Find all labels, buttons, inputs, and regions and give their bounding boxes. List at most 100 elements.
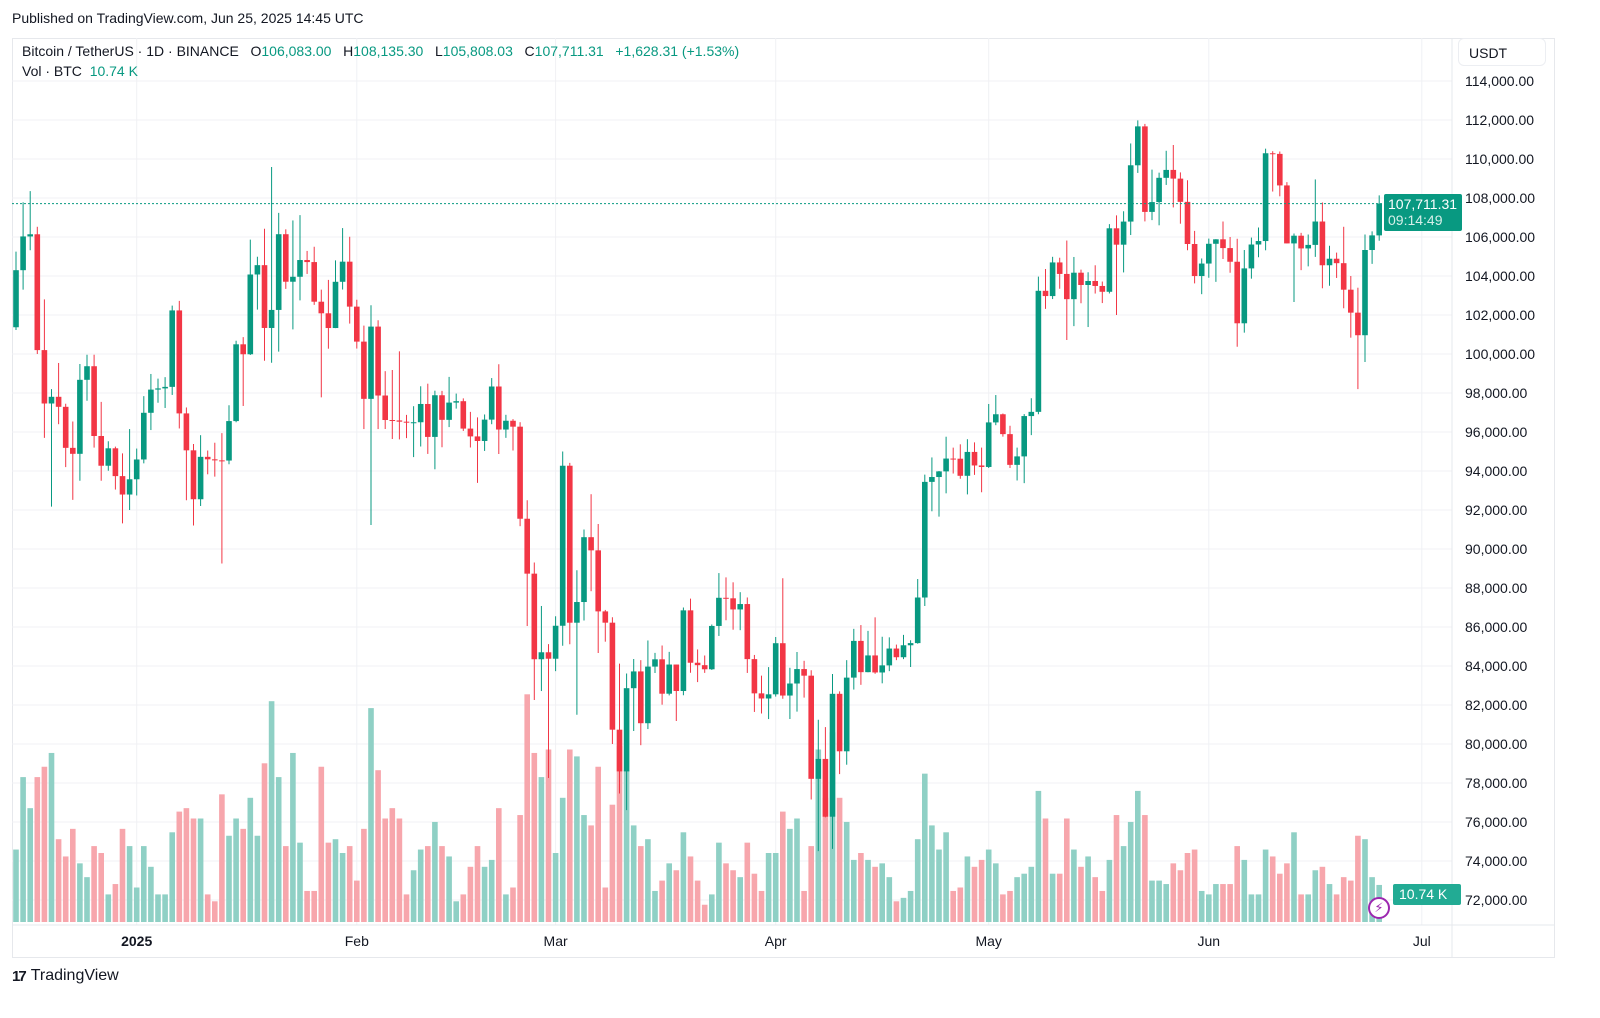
candle-body (1127, 165, 1134, 222)
symbol-title[interactable]: Bitcoin / TetherUS · 1D · BINANCE (22, 43, 239, 59)
time-axis[interactable]: 2025 Feb Mar Apr May Jun Jul (121, 933, 1431, 949)
price-axis[interactable]: 114,000.00 112,000.00 110,000.00 108,000.00… (1465, 73, 1535, 908)
candle-body (929, 477, 935, 482)
volume-bar (1007, 890, 1013, 922)
volume-bar (389, 808, 396, 922)
volume-bar (425, 846, 431, 922)
time-tick-label: 2025 (121, 933, 152, 949)
volume-bar (567, 749, 573, 922)
candle-body (595, 550, 601, 612)
candle-body (552, 625, 559, 659)
volume-bar (432, 821, 438, 922)
volume-bar (907, 890, 914, 922)
volume-bar (1298, 894, 1304, 922)
volume-bar (247, 797, 254, 922)
low-value: 105,808.03 (442, 43, 513, 59)
volume-bar (1220, 884, 1226, 922)
volume-bar (638, 846, 644, 922)
volume-bar (474, 846, 481, 922)
volume-bar (680, 832, 687, 922)
candle-body (1042, 290, 1049, 297)
volume-bar (801, 890, 807, 922)
candle-body (630, 671, 637, 689)
volume-bar (836, 797, 843, 922)
candle-body (1241, 268, 1248, 324)
candle-body (119, 476, 126, 495)
price-tick-label: 82,000.00 (1465, 697, 1527, 713)
candle-body (723, 597, 729, 599)
volume-bar (133, 887, 140, 922)
volume-bar (91, 846, 97, 922)
time-tick-label: May (975, 933, 1001, 949)
volume-bar (1277, 873, 1283, 922)
candle-body (1248, 244, 1255, 269)
volume-bar (261, 763, 268, 922)
candle-body (1376, 203, 1382, 236)
volume-bar (1142, 815, 1148, 922)
candle-body (190, 450, 197, 500)
candle-body (91, 366, 97, 436)
volume-bar (865, 859, 871, 922)
candle-body (446, 402, 452, 420)
candle-body (609, 622, 616, 730)
volume-label[interactable]: Vol · BTC (22, 63, 82, 79)
volume-bar (1113, 815, 1120, 922)
candle-body (240, 344, 246, 355)
volume-bar (623, 770, 630, 922)
candle-body (396, 420, 403, 422)
candle-body (133, 459, 140, 480)
tradingview-logo[interactable]: 17 TradingView (12, 967, 119, 985)
volume-bar (1170, 863, 1177, 922)
price-tick-label: 100,000.00 (1465, 346, 1535, 362)
candle-body (141, 412, 147, 460)
candle-body (1355, 312, 1361, 336)
candle-body (638, 671, 644, 724)
volume-bar (346, 846, 353, 922)
volume-bar (48, 752, 55, 922)
volume-bar (1362, 839, 1368, 922)
volume-bar (453, 901, 459, 922)
candle-body (368, 326, 374, 399)
candle-body (680, 610, 687, 691)
candle-body (503, 420, 509, 430)
volume-bar (879, 863, 885, 922)
candle-body (460, 401, 467, 429)
candle-body (943, 458, 949, 472)
volume-bar (197, 818, 204, 922)
volume-bar (27, 808, 33, 922)
volume-bar (169, 832, 175, 922)
candle-body (914, 597, 921, 644)
volume-bar (666, 863, 672, 922)
volume-bar (758, 890, 765, 922)
candle-body (254, 265, 261, 275)
candle-body (993, 414, 999, 423)
volume-bar (552, 853, 559, 922)
volume-bar (872, 866, 878, 922)
candle-body (354, 306, 360, 342)
candle-body (70, 447, 76, 454)
volume-bar (950, 890, 956, 922)
candle-body (865, 655, 871, 673)
volume-bar (538, 777, 545, 922)
price-tick-label: 78,000.00 (1465, 775, 1527, 791)
candle-body (290, 276, 296, 282)
volume-bar (126, 846, 133, 922)
candle-body (1262, 153, 1269, 242)
volume-bar (1042, 818, 1049, 922)
volume-bar (1064, 818, 1070, 922)
currency-button[interactable]: USDT (1458, 38, 1546, 66)
volume-bar (723, 863, 729, 922)
candle-body (531, 573, 538, 660)
lightning-icon[interactable]: ⚡︎ (1368, 897, 1390, 919)
candle-body (361, 341, 367, 399)
open-label: O (250, 43, 262, 59)
volume-bar (375, 770, 381, 922)
volume-bar (588, 825, 594, 922)
candle-body (730, 598, 736, 610)
candle-body (1092, 280, 1098, 286)
volume-bar (190, 818, 197, 922)
volume-bar (1071, 849, 1077, 922)
candle-body (737, 604, 743, 610)
volume-bar (20, 777, 26, 922)
